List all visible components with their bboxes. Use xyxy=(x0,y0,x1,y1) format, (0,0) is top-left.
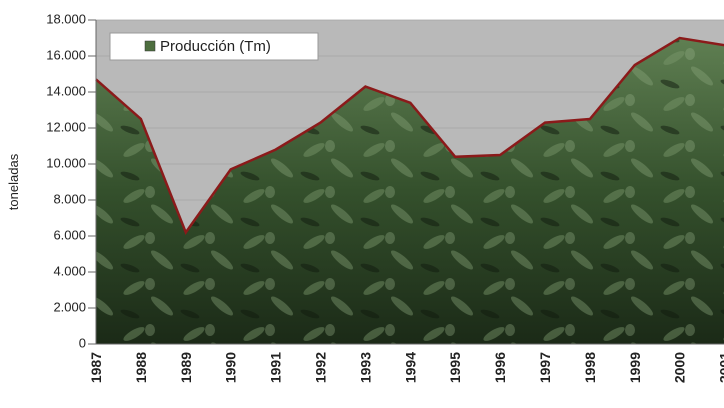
x-tick-label: 1989 xyxy=(178,352,194,383)
y-tick-label: 2.000 xyxy=(53,299,86,314)
y-tick-label: 0 xyxy=(79,335,86,350)
y-tick-label: 14.000 xyxy=(46,83,86,98)
x-tick-label: 1988 xyxy=(133,352,149,383)
x-tick-label: 2000 xyxy=(672,352,688,383)
legend-label: Producción (Tm) xyxy=(160,38,271,55)
x-tick-label: 1996 xyxy=(492,352,508,383)
x-tick-label: 1991 xyxy=(268,352,284,383)
y-tick-label: 8.000 xyxy=(53,191,86,206)
y-tick-label: 16.000 xyxy=(46,47,86,62)
x-tick-label: 1999 xyxy=(627,352,643,383)
x-tick-label: 1993 xyxy=(357,352,373,383)
y-tick-label: 18.000 xyxy=(46,11,86,26)
y-tick-label: 12.000 xyxy=(46,119,86,134)
x-tick-label: 1994 xyxy=(402,352,418,383)
line xyxy=(95,36,724,235)
y-axis-label: toneladas xyxy=(6,153,21,210)
legend: Producción (Tm) xyxy=(109,32,319,61)
x-tick-label: 1995 xyxy=(447,352,463,383)
y-tick-label: 6.000 xyxy=(53,227,86,242)
x-tick-label: 1987 xyxy=(88,352,104,383)
x-tick-label: 2001 xyxy=(717,352,724,383)
x-tick-label: 1992 xyxy=(313,352,329,383)
x-tick-label: 1998 xyxy=(582,352,598,383)
area-texture xyxy=(96,38,724,344)
y-tick-label: 10.000 xyxy=(46,155,86,170)
x-tick-label: 1997 xyxy=(537,352,553,383)
y-tick-label: 4.000 xyxy=(53,263,86,278)
x-tick-label: 1990 xyxy=(223,352,239,383)
legend-swatch xyxy=(144,40,156,52)
legend-box xyxy=(109,32,319,61)
